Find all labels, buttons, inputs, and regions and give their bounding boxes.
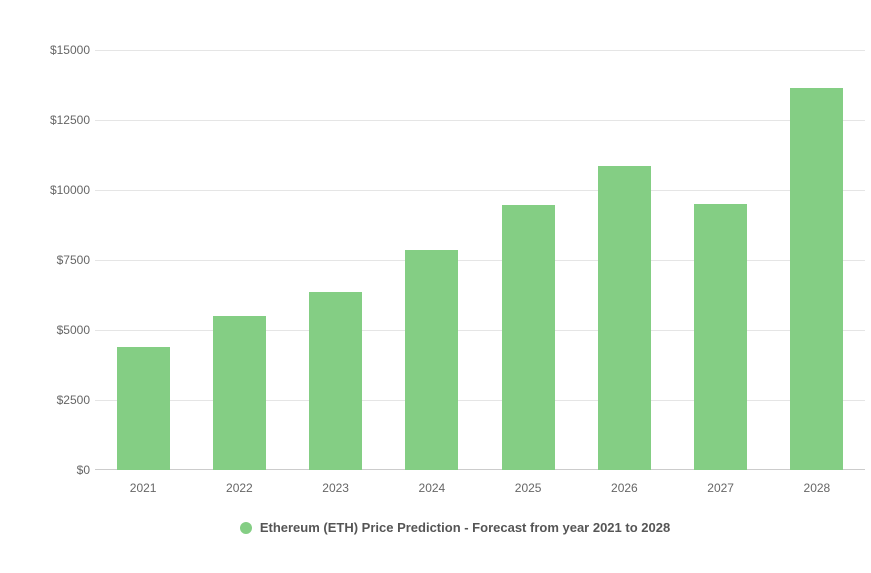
- x-axis-label: 2026: [576, 481, 672, 495]
- x-axis-label: 2021: [95, 481, 191, 495]
- bar: [117, 347, 170, 470]
- chart-container: $0$2500$5000$7500$10000$12500$1500020212…: [20, 20, 871, 553]
- x-axis-label: 2023: [288, 481, 384, 495]
- bar: [405, 250, 458, 470]
- x-axis-label: 2024: [384, 481, 480, 495]
- gridline: [95, 330, 865, 331]
- x-axis-label: 2027: [673, 481, 769, 495]
- bar: [502, 205, 555, 470]
- y-axis-label: $2500: [40, 393, 90, 407]
- gridline: [95, 50, 865, 51]
- x-axis-label: 2028: [769, 481, 865, 495]
- legend-dot-icon: [240, 522, 252, 534]
- bar: [694, 204, 747, 470]
- x-axis-label: 2025: [480, 481, 576, 495]
- y-axis-label: $15000: [40, 43, 90, 57]
- plot-area: $0$2500$5000$7500$10000$12500$1500020212…: [95, 50, 865, 470]
- y-axis-label: $10000: [40, 183, 90, 197]
- gridline: [95, 120, 865, 121]
- bar: [598, 166, 651, 470]
- y-axis-label: $7500: [40, 253, 90, 267]
- bar: [309, 292, 362, 470]
- y-axis-label: $5000: [40, 323, 90, 337]
- gridline: [95, 190, 865, 191]
- baseline: [95, 469, 865, 470]
- gridline: [95, 260, 865, 261]
- bar: [790, 88, 843, 470]
- y-axis-label: $0: [40, 463, 90, 477]
- x-axis-label: 2022: [191, 481, 287, 495]
- gridline: [95, 400, 865, 401]
- y-axis-label: $12500: [40, 113, 90, 127]
- bar: [213, 316, 266, 470]
